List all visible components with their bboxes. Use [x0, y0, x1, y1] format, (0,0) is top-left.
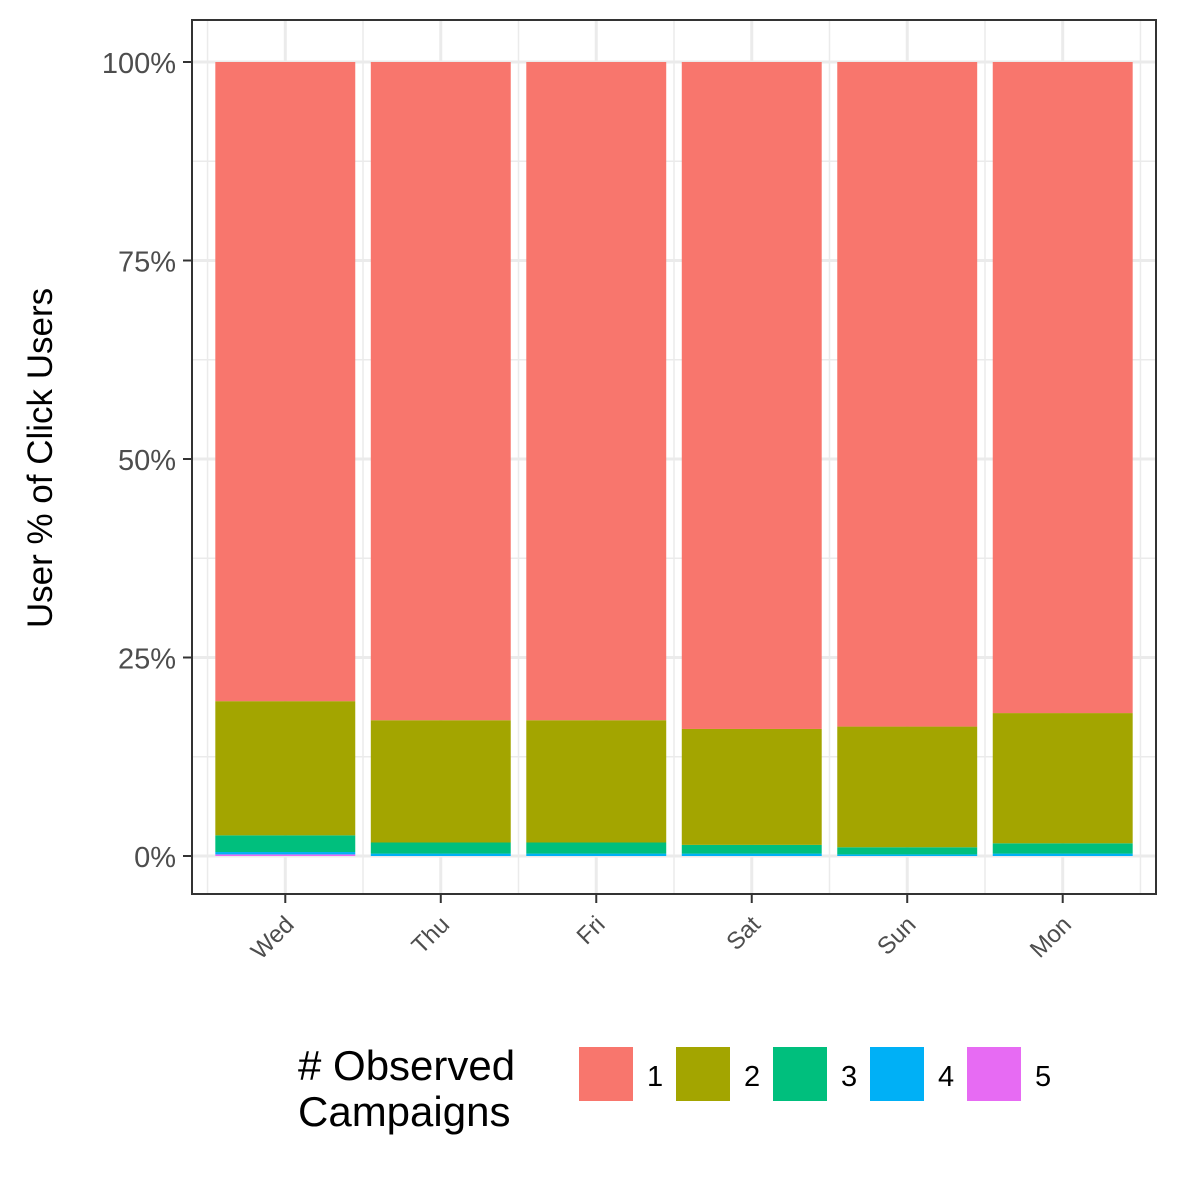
bars [215, 62, 1133, 856]
bar-segment-mon-2 [992, 713, 1133, 844]
bar-stack-mon [992, 62, 1133, 856]
bar-segment-sat-4 [681, 853, 822, 856]
bar-segment-fri-2 [526, 720, 667, 843]
legend-key-swatch [870, 1047, 924, 1101]
bar-stack-sun [837, 62, 978, 856]
bar-segment-thu-2 [370, 720, 511, 843]
bar-segment-thu-3 [370, 842, 511, 854]
legend-key-swatch [967, 1047, 1021, 1101]
bar-segment-thu-4 [370, 853, 511, 856]
y-axis-title: User % of Click Users [21, 288, 60, 628]
bar-segment-sun-3 [837, 847, 978, 855]
y-tick-label: 75% [118, 247, 176, 279]
y-tick-label: 25% [118, 644, 176, 676]
bar-segment-wed-2 [215, 701, 356, 836]
legend-item-1: 1 [579, 1047, 663, 1101]
bar-segment-sun-1 [837, 62, 978, 727]
y-axis: 0% 25% 50% 75% 100% [102, 48, 192, 874]
legend-key-label: 1 [647, 1061, 663, 1093]
bar-segment-sat-1 [681, 62, 822, 729]
bar-segment-wed-1 [215, 62, 356, 702]
legend-item-4: 4 [870, 1047, 954, 1101]
legend-item-3: 3 [773, 1047, 857, 1101]
bar-segment-sat-3 [681, 844, 822, 854]
y-tick-label: 100% [102, 48, 176, 80]
y-tick-label: 50% [118, 445, 176, 477]
y-tick-label: 0% [134, 842, 176, 874]
bar-segment-mon-4 [992, 853, 1133, 856]
bar-segment-wed-4 [215, 852, 356, 855]
bar-segment-sun-2 [837, 726, 978, 848]
legend-item-2: 2 [676, 1047, 760, 1101]
bar-segment-mon-1 [992, 62, 1133, 714]
bar-stack-thu [370, 62, 511, 856]
legend-key-swatch [773, 1047, 827, 1101]
legend-title: # Observed [298, 1042, 515, 1089]
legend-key-label: 4 [938, 1061, 954, 1093]
bar-segment-fri-4 [526, 853, 667, 856]
bar-stack-wed [215, 62, 356, 856]
legend-item-5: 5 [967, 1047, 1051, 1101]
legend-key-label: 2 [744, 1061, 760, 1093]
legend-key-swatch [579, 1047, 633, 1101]
bar-segment-fri-3 [526, 842, 667, 854]
plot-panel [191, 19, 1157, 895]
legend-title: Campaigns [298, 1088, 510, 1135]
bar-segment-thu-1 [370, 62, 511, 721]
bar-stack-sat [681, 62, 822, 856]
bar-segment-sat-2 [681, 728, 822, 845]
bar-segment-wed-5 [215, 854, 356, 856]
bar-stack-fri [526, 62, 667, 856]
bar-segment-sun-4 [837, 854, 978, 856]
legend-key-label: 3 [841, 1061, 857, 1093]
legend-key-swatch [676, 1047, 730, 1101]
bar-segment-wed-3 [215, 835, 356, 853]
bar-segment-fri-1 [526, 62, 667, 721]
legend-key-label: 5 [1035, 1061, 1051, 1093]
bar-segment-mon-3 [992, 843, 1133, 854]
panel-border [191, 19, 1157, 895]
